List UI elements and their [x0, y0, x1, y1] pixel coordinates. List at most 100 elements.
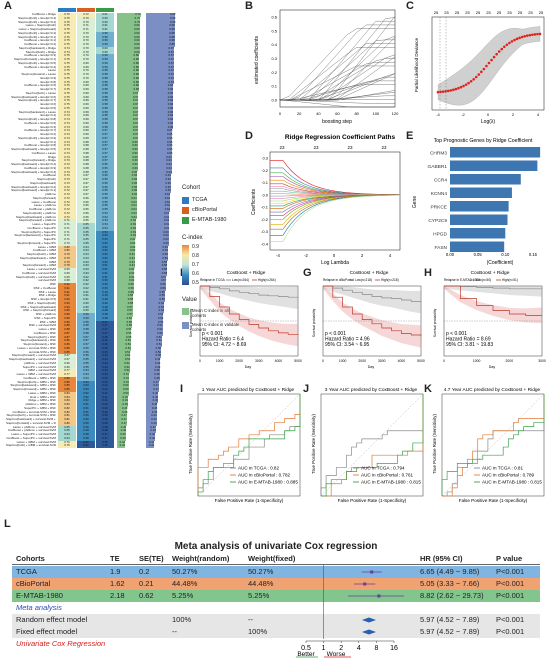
c-top-tick: 25 [486, 10, 491, 15]
mean-all-bar: 0.67 [117, 102, 139, 107]
heatmap-row-label: StepCox[forward] + GBM + RSF [13, 388, 56, 391]
panel-letter-l: L [4, 518, 11, 530]
heatmap-row-label: Lasso + survival-SVM + RSF [17, 346, 56, 350]
heatmap-row-label: RSF [50, 283, 56, 286]
forest-cell: 50.27% [172, 567, 198, 576]
c-point [482, 67, 486, 71]
c-top-tick: 25 [497, 10, 502, 15]
heatmap-cell: 0.51 [77, 406, 95, 411]
heatmap-cell: 0.48 [77, 432, 95, 437]
mean-validate-bar: 0.61 [146, 211, 170, 216]
heatmap-cell: 0.69 [77, 110, 95, 115]
heatmap-row: StepCox[backward] + plsRcox 0.72 0.66 0.54 0… [6, 215, 181, 220]
heatmap-row: StepCox[both] + survival-SVM 0.69 0.62 0.51… [6, 275, 181, 280]
mean-validate-bar: 0.52 [146, 327, 163, 332]
km-ci-band [323, 286, 421, 314]
heatmap-cell: 0.62 [77, 282, 95, 287]
heatmap-cell: 0.86 [58, 342, 76, 347]
heatmap-row-label: Enet[α=0.6] [40, 103, 57, 106]
heatmap-row: StepCox[both] + SuperPC 0.71 0.65 0.53 0.63 0… [6, 230, 181, 235]
e-title: Top Prognostic Genes by Ridge Coefficien… [434, 138, 533, 144]
c-point [495, 52, 498, 56]
mean-all-bar: 0.58 [117, 297, 134, 302]
heatmap-cell: 0.64 [77, 252, 95, 257]
mean-all-bar: 0.66 [117, 140, 138, 145]
c-top-tick: 25 [507, 10, 512, 15]
heatmap-cell: 0.64 [58, 436, 76, 441]
roc-title: 3 Year AUC predicted by CoxBoost + Ridge [325, 387, 418, 393]
heatmap-cell: 0.59 [77, 312, 95, 317]
mean-validate-bar: 0.67 [146, 80, 174, 85]
heatmap-row: Enet[α=0.6] 0.75 0.69 0.58 0.67 0.66 [6, 102, 181, 107]
heatmap-row: RSF + survival-SVM 0.88 0.58 0.47 0.56 0.52 [6, 323, 181, 328]
heatmap-row-label: StepCox[both] [36, 178, 56, 181]
c-point [538, 32, 542, 36]
b-path-line [279, 84, 395, 101]
heatmap-cell: 0.69 [77, 98, 95, 103]
heatmap-cell: 0.70 [77, 46, 95, 51]
b-ytick: 0.5 [271, 28, 277, 33]
heatmap-cell: 0.39 [96, 413, 114, 418]
heatmap-row: plsRcox 0.73 0.67 0.55 0.65 0.62 [6, 192, 181, 197]
heatmap-row-label: CoxBoost + Ridge [31, 13, 56, 16]
e-bar [450, 241, 505, 252]
heatmap-row: Enet[α=0.2] 0.74 0.69 0.57 0.67 0.65 [6, 132, 181, 137]
heatmap-cell: 0.74 [58, 151, 76, 156]
heatmap-row-label: RSF + plsRcox [35, 313, 56, 316]
mean-all-bar: 0.67 [117, 110, 139, 115]
c-point [474, 75, 478, 79]
heatmap-cell: 0.82 [58, 406, 76, 411]
heatmap-row: StepCox[forward] + survival-SVM 0.67 0.56 0… [6, 353, 181, 358]
cindex-tick: 0.6 [192, 271, 199, 277]
heatmap-cell: 0.64 [77, 245, 95, 250]
d-xlabel: Log Lambda [321, 260, 349, 266]
mean-all-bar: 0.55 [117, 331, 132, 336]
heatmap-row-label: StepCox[both] + Enet[α=0.8] [18, 118, 56, 121]
heatmap-row: StepCox[both] + GBM 0.79 0.64 0.52 0.61 0.59 [6, 252, 181, 257]
km-xtick: 4000 [398, 359, 406, 363]
mean-validate-bar: 0.59 [146, 245, 168, 250]
heatmap-cell: 0.69 [77, 106, 95, 111]
panel-letter-d: D [245, 130, 253, 142]
heatmap-row: CoxBoost + survival-SVM + RSF 0.82 0.51 0.4… [6, 410, 181, 415]
heatmap-row-label: SuperPC + GBM + RSF [24, 406, 56, 410]
mean-all-bar: 0.64 [117, 215, 137, 220]
forest-point [363, 582, 367, 586]
heatmap-cell: 0.44 [96, 357, 114, 362]
heatmap-row: StepCox[both] + GBM + RSF 0.86 0.53 0.42 0.5… [6, 380, 181, 385]
mean-all-bar: 0.60 [117, 278, 135, 283]
forest-cell: Meta analysis [16, 603, 62, 612]
heatmap-cell: 0.66 [77, 211, 95, 216]
mean-all-bar: 0.62 [117, 237, 136, 242]
heatmap-cell: 0.66 [77, 215, 95, 220]
c-point [528, 33, 532, 37]
roc-ylabel: True Positive Rate (Sensitivity) [311, 414, 316, 474]
mean-all-bar: 0.64 [117, 203, 137, 208]
heatmap-row: Lasso + survival-SVM 0.69 0.63 0.51 0.60 0.58 [6, 267, 181, 272]
heatmap-row-label: CoxBoost + SuperPC + survival-SVM [6, 436, 56, 440]
heatmap-cell: 0.75 [58, 23, 76, 28]
heatmap-cell: 0.69 [77, 80, 95, 85]
forest-cell: E-MTAB-1980 [16, 591, 63, 600]
heatmap-row-label: Lasso + RSF [38, 328, 56, 331]
mean-all-bar: 0.52 [117, 365, 130, 370]
heatmap-cell: 0.70 [58, 241, 76, 246]
e-ylabel: Gene [412, 196, 418, 208]
forest-plot-axis: 0.5 1 2 4 8 16 Better Worse [296, 565, 404, 658]
c-xtick: -2 [461, 112, 465, 117]
mean-all-bar: 0.56 [117, 316, 133, 321]
heatmap-cell: 0.64 [77, 256, 95, 261]
heatmap-cell: 0.56 [96, 170, 114, 175]
heatmap-cell: 0.59 [96, 31, 114, 36]
heatmap-cell: 0.56 [77, 346, 95, 351]
heatmap-row-label: Enet[α=0.3] [40, 125, 57, 129]
forest-cell: P<0.001 [496, 579, 525, 588]
heatmap-row-label: RSF + StepCox[forward] [23, 309, 56, 313]
forest-cell: 5.97 (4.52 − 7.89) [420, 615, 480, 624]
legend-cindex-title: C-index [182, 235, 203, 241]
km-curve [200, 285, 299, 335]
heatmap-cell: 0.57 [96, 151, 114, 156]
heatmap-cell: 0.57 [77, 335, 95, 340]
mean-all-bar: 0.51 [117, 376, 130, 381]
mean-all-bar: 0.65 [117, 177, 138, 182]
